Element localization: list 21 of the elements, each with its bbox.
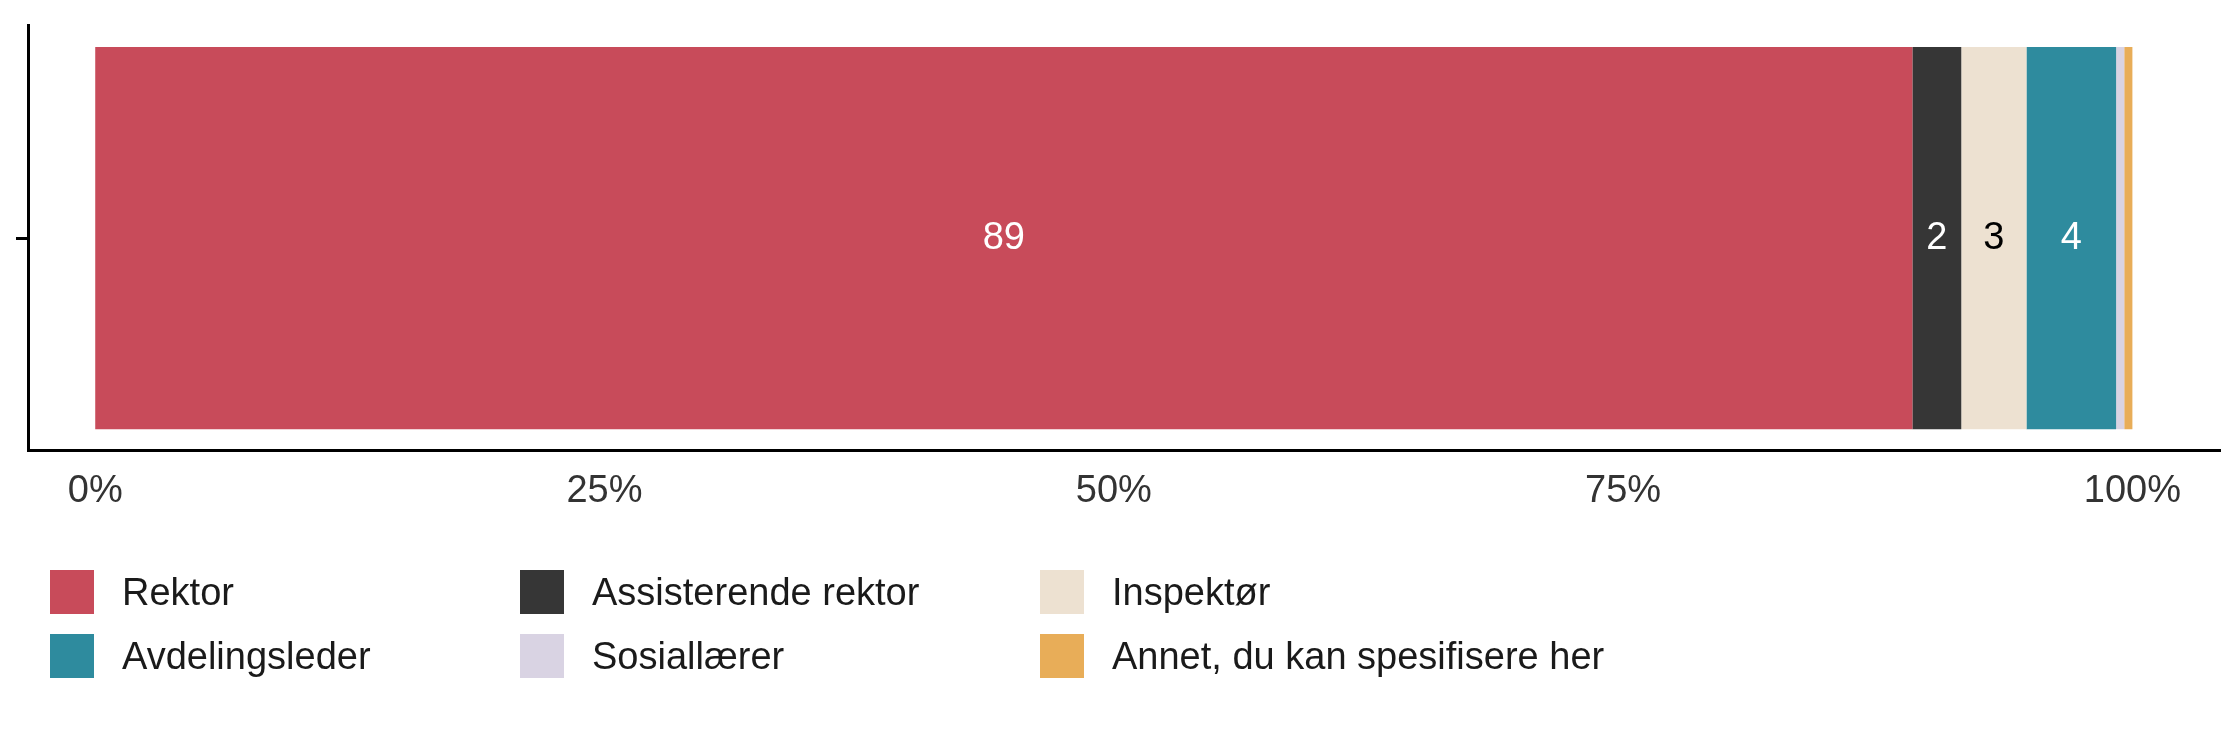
data-label: 2: [1926, 214, 1948, 257]
data-label: 89: [982, 214, 1025, 257]
data-label: 4: [2060, 214, 2082, 257]
data-label: 3: [1983, 214, 2005, 257]
bar: [2116, 47, 2125, 430]
bar: [95, 47, 1913, 430]
legend-label: Inspektør: [1112, 570, 1271, 614]
legend-label: Annet, du kan spesifisere her: [1112, 634, 1605, 678]
legend-label: Sosiallærer: [592, 634, 785, 678]
legend-label: Rektor: [122, 570, 234, 614]
bar: [2026, 47, 2117, 430]
legend-label: Avdelingsleder: [122, 634, 371, 678]
legend-label: Assisterende rektor: [592, 570, 920, 614]
bar: [1961, 47, 2027, 430]
x-tick-label: 100%: [2083, 467, 2181, 510]
x-tick-label: 25%: [566, 467, 643, 510]
x-tick-label: 75%: [1585, 467, 1662, 510]
bar: [2124, 47, 2133, 430]
x-tick-label: 0%: [67, 467, 123, 510]
bar: [1912, 47, 1962, 430]
x-tick-label: 50%: [1075, 467, 1152, 510]
